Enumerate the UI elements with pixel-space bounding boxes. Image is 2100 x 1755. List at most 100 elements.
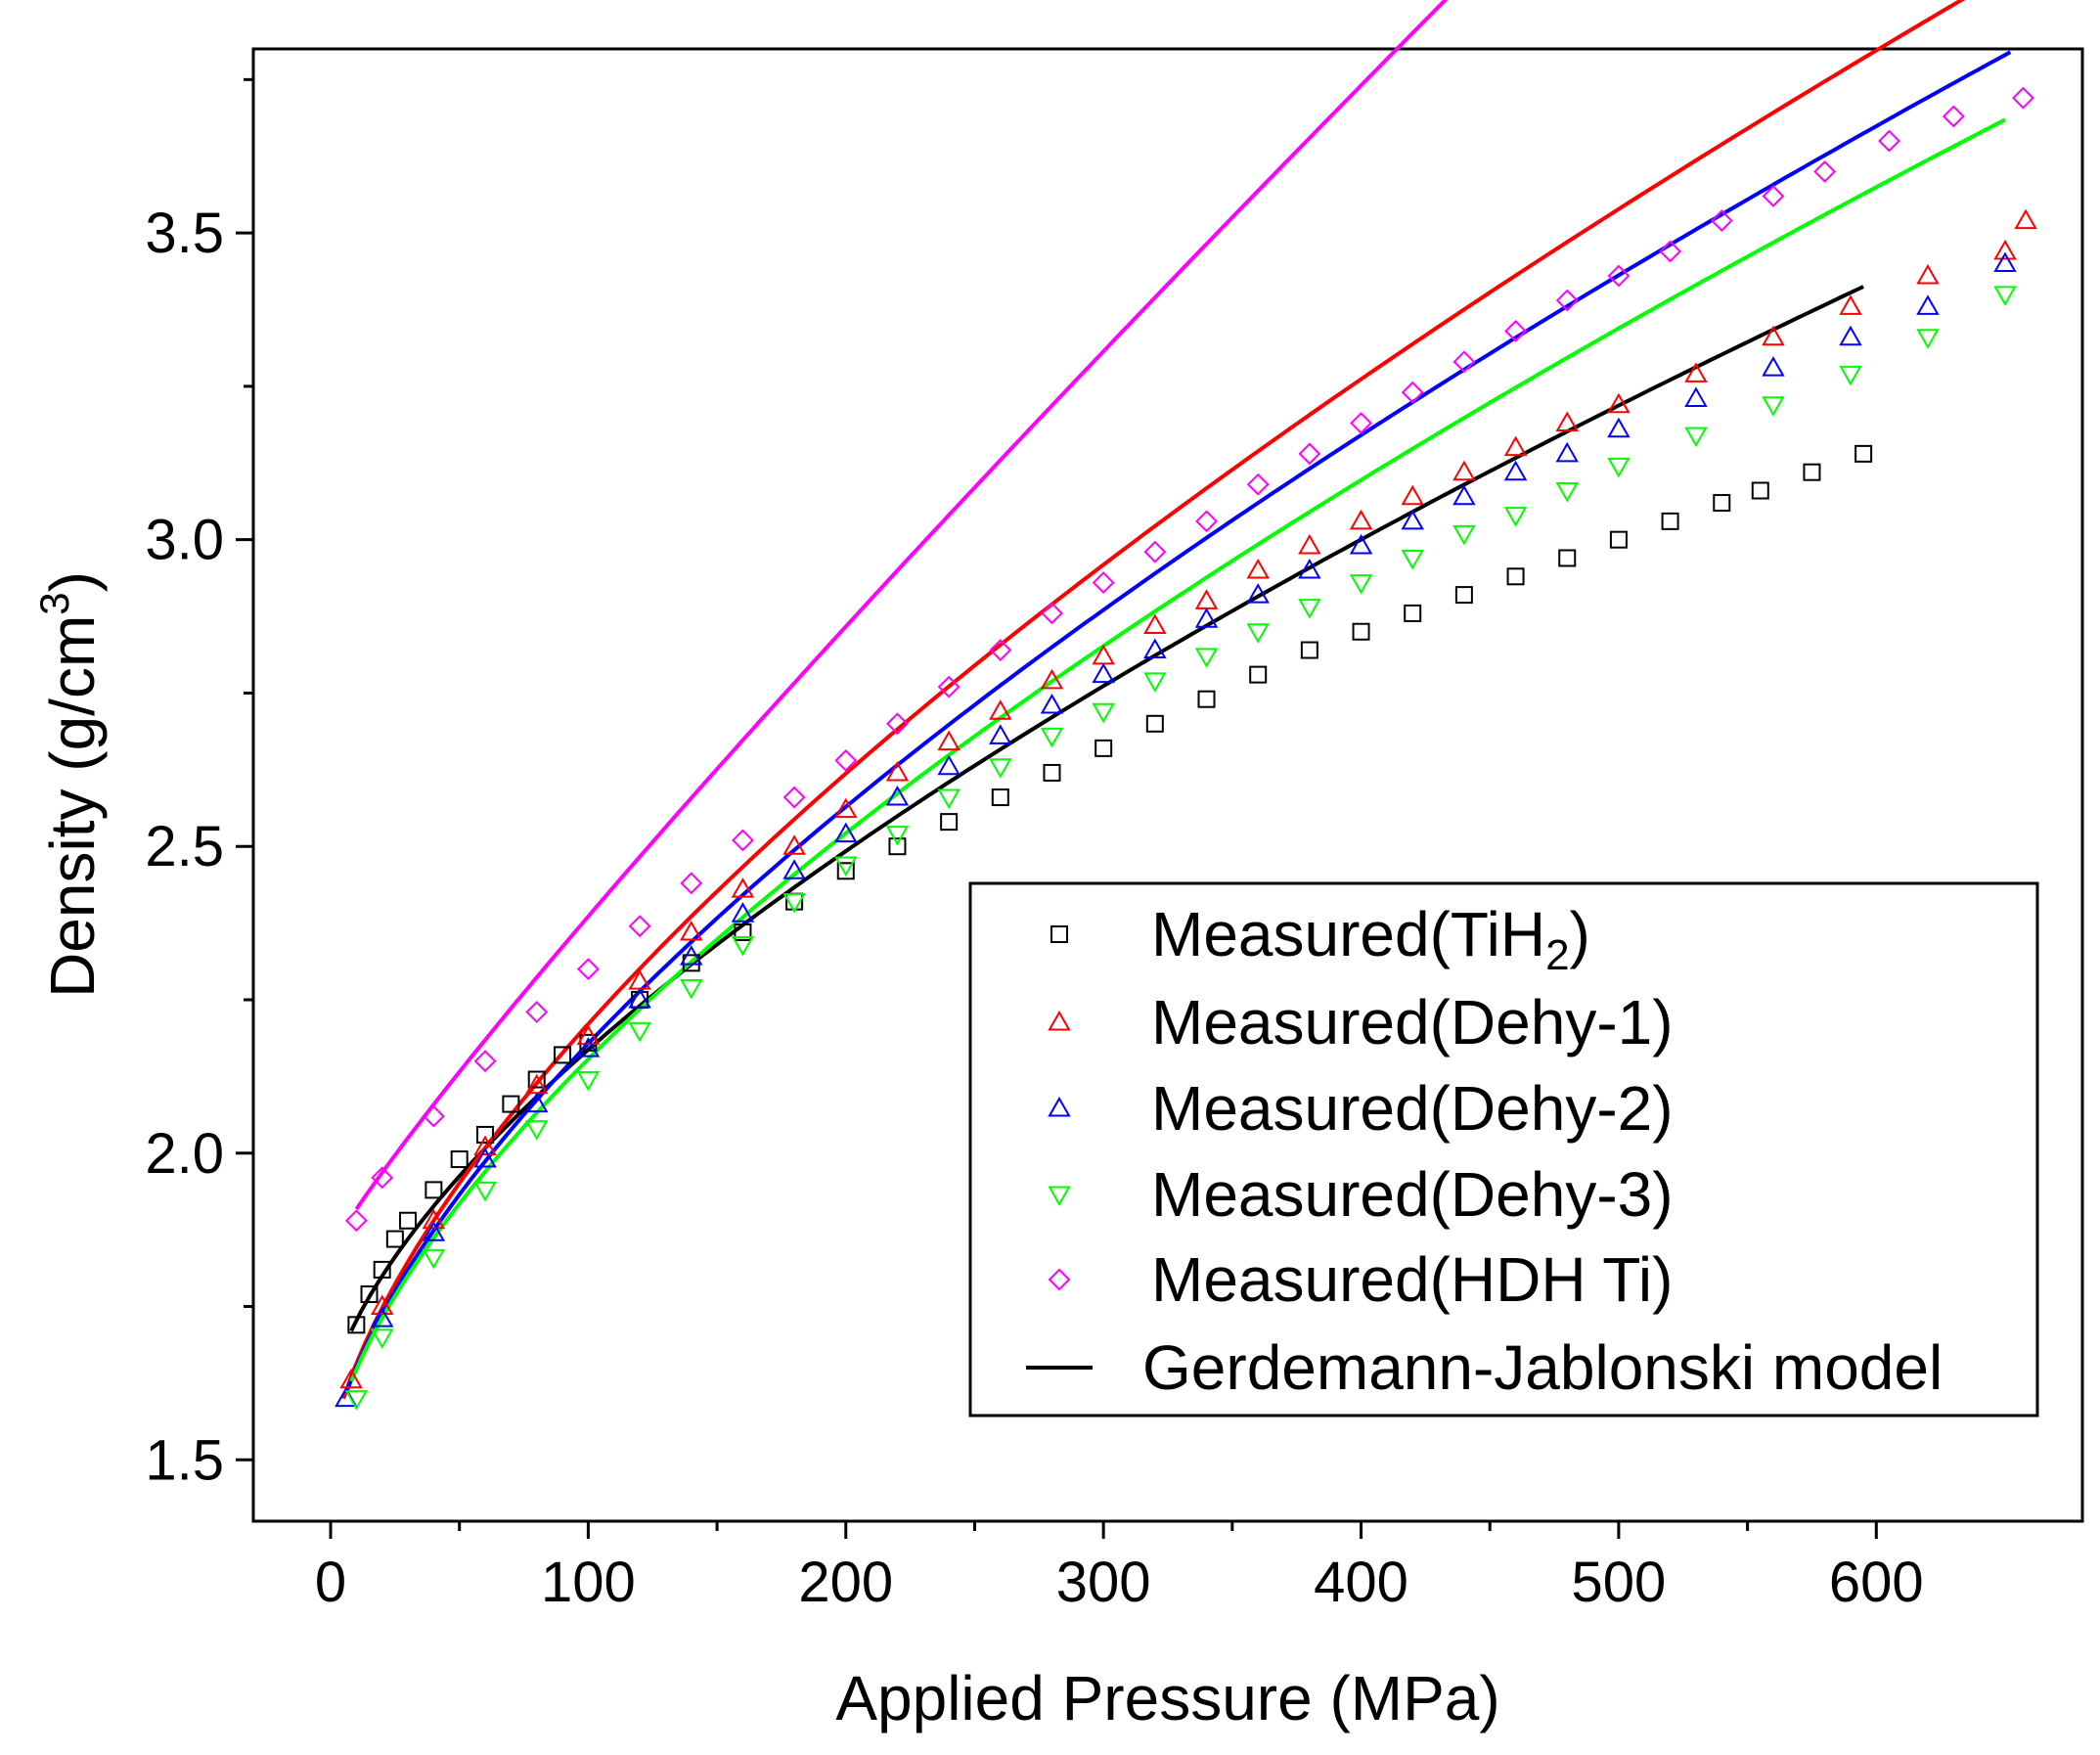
data-point: [424, 1181, 443, 1199]
y-axis-title: Density (g/cm3): [31, 571, 108, 998]
data-point: [937, 730, 961, 751]
legend-marker: [1048, 1268, 1071, 1291]
x-tick-label: 500: [1572, 1551, 1667, 1614]
data-point: [1349, 574, 1373, 595]
data-point: [1710, 209, 1733, 232]
data-point: [1813, 160, 1837, 183]
data-point: [1854, 444, 1873, 463]
data-point: [1246, 583, 1270, 604]
data-point: [1040, 693, 1064, 714]
y-tick-label: 3.5: [145, 202, 224, 265]
data-point: [1762, 325, 1785, 346]
data-point: [1452, 524, 1476, 546]
data-point: [1401, 549, 1424, 570]
data-point: [1607, 417, 1631, 438]
data-point: [1555, 482, 1579, 503]
data-point: [888, 837, 907, 856]
data-point: [989, 758, 1012, 779]
data-point: [579, 1033, 598, 1052]
data-point: [347, 1316, 366, 1334]
data-point: [1298, 442, 1321, 466]
data-point: [1401, 484, 1424, 506]
data-point: [360, 1284, 379, 1303]
data-point: [731, 936, 755, 957]
y-tick-label: 2.0: [145, 1122, 224, 1186]
x-tick-label: 300: [1056, 1551, 1151, 1614]
data-point: [1401, 381, 1424, 404]
legend-marker: [1048, 1096, 1071, 1117]
data-point: [1684, 362, 1708, 382]
x-axis-title: Applied Pressure (MPa): [835, 1663, 1499, 1733]
data-point: [502, 1095, 520, 1113]
data-point: [1993, 286, 2017, 306]
data-point: [344, 1390, 369, 1411]
data-point: [1503, 460, 1528, 481]
data-point: [628, 987, 651, 1009]
data-point: [1404, 604, 1422, 622]
data-point: [370, 1294, 394, 1316]
data-point: [2014, 208, 2037, 230]
fit-line: [343, 50, 2012, 1394]
legend-label-main: Measured(TiH: [1151, 899, 1545, 969]
data-point: [1092, 702, 1115, 724]
data-point: [554, 1046, 572, 1064]
data-point: [385, 1230, 404, 1248]
data-point: [782, 893, 806, 914]
data-point: [371, 1166, 394, 1190]
data-point: [1839, 365, 1862, 386]
data-point: [1349, 533, 1373, 555]
y-tick-label: 3.0: [145, 509, 224, 572]
data-point: [1298, 599, 1321, 619]
data-point: [1194, 589, 1219, 609]
data-point: [1762, 356, 1785, 377]
data-point: [1298, 559, 1321, 579]
legend-label-main: Measured(Dehy-3): [1151, 1159, 1674, 1230]
legend-label-main: Measured(Dehy-2): [1151, 1073, 1674, 1144]
data-point: [422, 1104, 445, 1128]
data-point: [834, 856, 858, 878]
data-point: [989, 724, 1012, 744]
data-point: [1092, 571, 1115, 594]
data-point: [1659, 240, 1682, 263]
data-point: [1993, 251, 2017, 272]
data-point: [680, 945, 703, 966]
data-point: [1143, 613, 1167, 634]
data-point: [1839, 294, 1862, 315]
data-point: [989, 699, 1012, 720]
data-point: [576, 1071, 601, 1092]
data-point: [680, 920, 703, 941]
data-point: [1558, 549, 1577, 567]
data-point: [1452, 350, 1476, 374]
legend-box: [968, 881, 2039, 1418]
data-point: [1609, 530, 1628, 549]
legend-label-main: Measured(Dehy-1): [1151, 987, 1674, 1058]
data-point: [1607, 457, 1631, 478]
data-point: [1143, 540, 1167, 563]
data-point: [680, 978, 703, 1000]
data-point: [836, 862, 855, 880]
data-point: [1095, 739, 1113, 757]
data-point: [937, 788, 961, 810]
data-point: [1040, 727, 1064, 748]
data-point: [1194, 648, 1219, 668]
data-point: [628, 915, 651, 938]
legend-marker: [1048, 1186, 1071, 1207]
data-point: [1454, 586, 1473, 605]
y-tick-label: 1.5: [145, 1428, 224, 1492]
data-markers: [335, 86, 2037, 1411]
data-point: [731, 902, 755, 922]
model-fit-lines: [341, 0, 2012, 1400]
data-point: [1607, 264, 1631, 288]
data-point: [1503, 435, 1528, 457]
legend-label: Measured(HDH Ti): [1151, 1244, 1673, 1315]
data-point: [1043, 763, 1061, 782]
data-point: [1803, 463, 1821, 481]
x-tick-label: 400: [1314, 1551, 1408, 1614]
data-point: [782, 786, 806, 809]
data-point: [576, 1024, 601, 1046]
data-point: [1751, 481, 1769, 500]
data-point: [527, 1070, 546, 1089]
data-point: [1506, 567, 1525, 586]
fit-line: [349, 117, 2006, 1382]
